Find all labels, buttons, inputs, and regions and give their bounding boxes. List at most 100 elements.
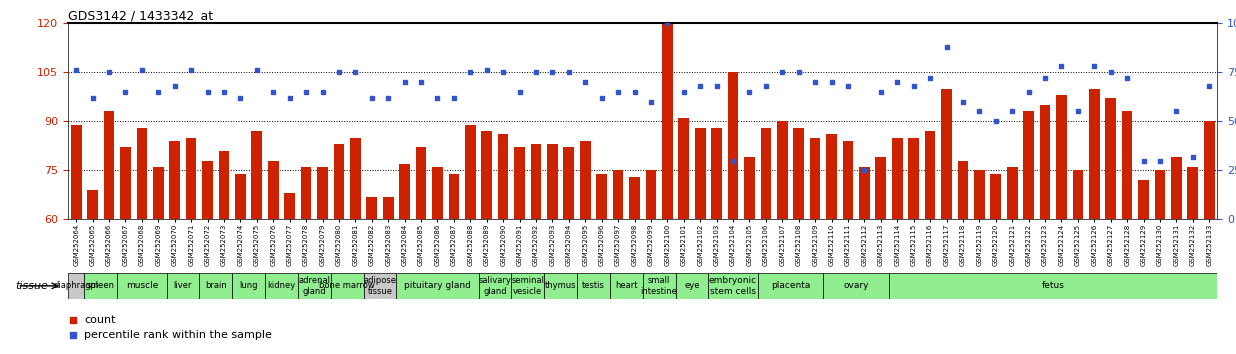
Text: lung: lung xyxy=(240,281,258,290)
Bar xyxy=(826,135,837,219)
Bar xyxy=(728,72,738,219)
Bar xyxy=(711,128,722,219)
Bar xyxy=(974,170,985,219)
Bar xyxy=(577,273,609,299)
Bar xyxy=(300,167,311,219)
Bar xyxy=(478,273,512,299)
Bar xyxy=(68,273,84,299)
Bar xyxy=(251,131,262,219)
Bar xyxy=(892,138,902,219)
Text: testis: testis xyxy=(582,281,604,290)
Bar xyxy=(185,138,197,219)
Bar xyxy=(1170,157,1182,219)
Bar xyxy=(643,273,676,299)
Bar xyxy=(760,128,771,219)
Bar xyxy=(167,273,199,299)
Bar xyxy=(744,157,755,219)
Text: muscle: muscle xyxy=(126,281,158,290)
Text: fetus: fetus xyxy=(1042,281,1064,290)
Bar xyxy=(350,138,361,219)
Bar xyxy=(498,135,508,219)
Bar xyxy=(199,273,232,299)
Text: count: count xyxy=(84,315,115,325)
Bar xyxy=(695,128,706,219)
Text: placenta: placenta xyxy=(771,281,810,290)
Bar xyxy=(298,273,331,299)
Bar xyxy=(1073,170,1083,219)
Bar xyxy=(990,174,1001,219)
Bar xyxy=(104,112,115,219)
Bar xyxy=(1023,112,1035,219)
Bar xyxy=(232,273,265,299)
Bar xyxy=(1039,105,1051,219)
Bar xyxy=(875,157,886,219)
Bar xyxy=(613,170,623,219)
Bar xyxy=(679,118,690,219)
Bar xyxy=(219,151,230,219)
Text: heart: heart xyxy=(616,281,638,290)
Bar xyxy=(366,196,377,219)
Bar xyxy=(1204,121,1215,219)
Bar xyxy=(758,273,823,299)
Text: bone marrow: bone marrow xyxy=(319,281,375,290)
Bar xyxy=(415,148,426,219)
Bar xyxy=(153,167,163,219)
Bar xyxy=(1138,180,1149,219)
Bar xyxy=(433,167,442,219)
Text: ovary: ovary xyxy=(843,281,869,290)
Bar xyxy=(925,131,936,219)
Bar xyxy=(363,273,397,299)
Text: GDS3142 / 1433342_at: GDS3142 / 1433342_at xyxy=(68,9,213,22)
Bar xyxy=(843,141,853,219)
Bar xyxy=(1007,167,1017,219)
Bar xyxy=(889,273,1217,299)
Bar xyxy=(958,161,968,219)
Bar xyxy=(1188,167,1198,219)
Bar xyxy=(629,177,640,219)
Bar xyxy=(136,128,147,219)
Bar xyxy=(399,164,410,219)
Bar xyxy=(331,273,363,299)
Bar xyxy=(70,125,82,219)
Bar xyxy=(645,170,656,219)
Text: brain: brain xyxy=(205,281,226,290)
Bar xyxy=(284,193,295,219)
Bar xyxy=(512,273,544,299)
Bar xyxy=(169,141,180,219)
Bar xyxy=(823,273,889,299)
Text: adrenal
gland: adrenal gland xyxy=(298,276,330,296)
Bar xyxy=(548,144,557,219)
Bar xyxy=(88,190,98,219)
Text: thymus: thymus xyxy=(545,281,576,290)
Bar xyxy=(117,273,167,299)
Text: percentile rank within the sample: percentile rank within the sample xyxy=(84,330,272,339)
Bar xyxy=(908,138,920,219)
Bar xyxy=(564,148,575,219)
Bar xyxy=(1089,88,1100,219)
Bar xyxy=(514,148,525,219)
Text: diaphragm: diaphragm xyxy=(53,281,99,290)
Bar xyxy=(318,167,328,219)
Bar xyxy=(449,174,460,219)
Bar xyxy=(1122,112,1132,219)
Text: spleen: spleen xyxy=(87,281,115,290)
Bar xyxy=(708,273,758,299)
Bar xyxy=(383,196,393,219)
Text: kidney: kidney xyxy=(267,281,295,290)
Bar xyxy=(265,273,298,299)
Bar xyxy=(662,0,672,219)
Text: eye: eye xyxy=(685,281,700,290)
Text: small
intestine: small intestine xyxy=(640,276,677,296)
Bar xyxy=(530,144,541,219)
Bar xyxy=(777,121,787,219)
Bar xyxy=(84,273,117,299)
Bar xyxy=(465,125,476,219)
Bar xyxy=(334,144,345,219)
Bar xyxy=(268,161,278,219)
Bar xyxy=(859,167,870,219)
Bar xyxy=(120,148,131,219)
Bar xyxy=(1105,98,1116,219)
Bar xyxy=(941,88,952,219)
Bar xyxy=(203,161,213,219)
Text: tissue: tissue xyxy=(15,281,48,291)
